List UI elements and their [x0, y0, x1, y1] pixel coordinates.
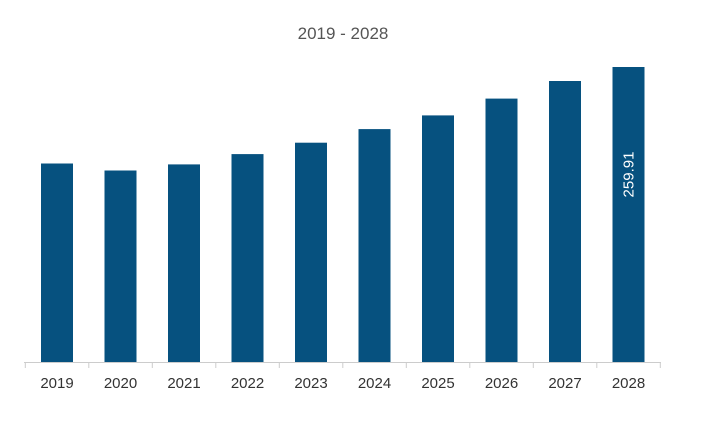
- chart-title: 2019 - 2028: [298, 24, 389, 43]
- data-labels-layer: 259.91: [621, 152, 638, 198]
- x-tick-label-2023: 2023: [294, 375, 327, 392]
- x-tick-label-2020: 2020: [104, 375, 137, 392]
- x-tick-label-2028: 2028: [612, 375, 645, 392]
- bar-2020: [104, 170, 137, 362]
- bar-2026: [485, 98, 518, 362]
- bar-2028: [612, 67, 645, 362]
- data-label-2028: 259.91: [621, 152, 638, 198]
- bar-2021: [168, 164, 200, 362]
- x-tick-label-2024: 2024: [358, 375, 391, 392]
- bar-2022: [231, 154, 264, 362]
- x-tick-label-2022: 2022: [231, 375, 264, 392]
- bars-layer: [41, 67, 645, 363]
- x-tick-label-2026: 2026: [485, 375, 518, 392]
- x-tick-label-2021: 2021: [167, 375, 200, 392]
- x-tick-label-2025: 2025: [421, 375, 454, 392]
- x-axis: 2019 2020 2021 2022 2023 2024 2025 2026 2027 2028: [24, 362, 661, 392]
- x-tick-label-2019: 2019: [40, 375, 73, 392]
- bar-2024: [358, 129, 391, 362]
- x-tick-label-2027: 2027: [548, 375, 581, 392]
- bar-2019: [41, 163, 73, 362]
- bar-2023: [295, 142, 327, 362]
- bar-2027: [549, 81, 581, 362]
- bar-2025: [422, 115, 454, 363]
